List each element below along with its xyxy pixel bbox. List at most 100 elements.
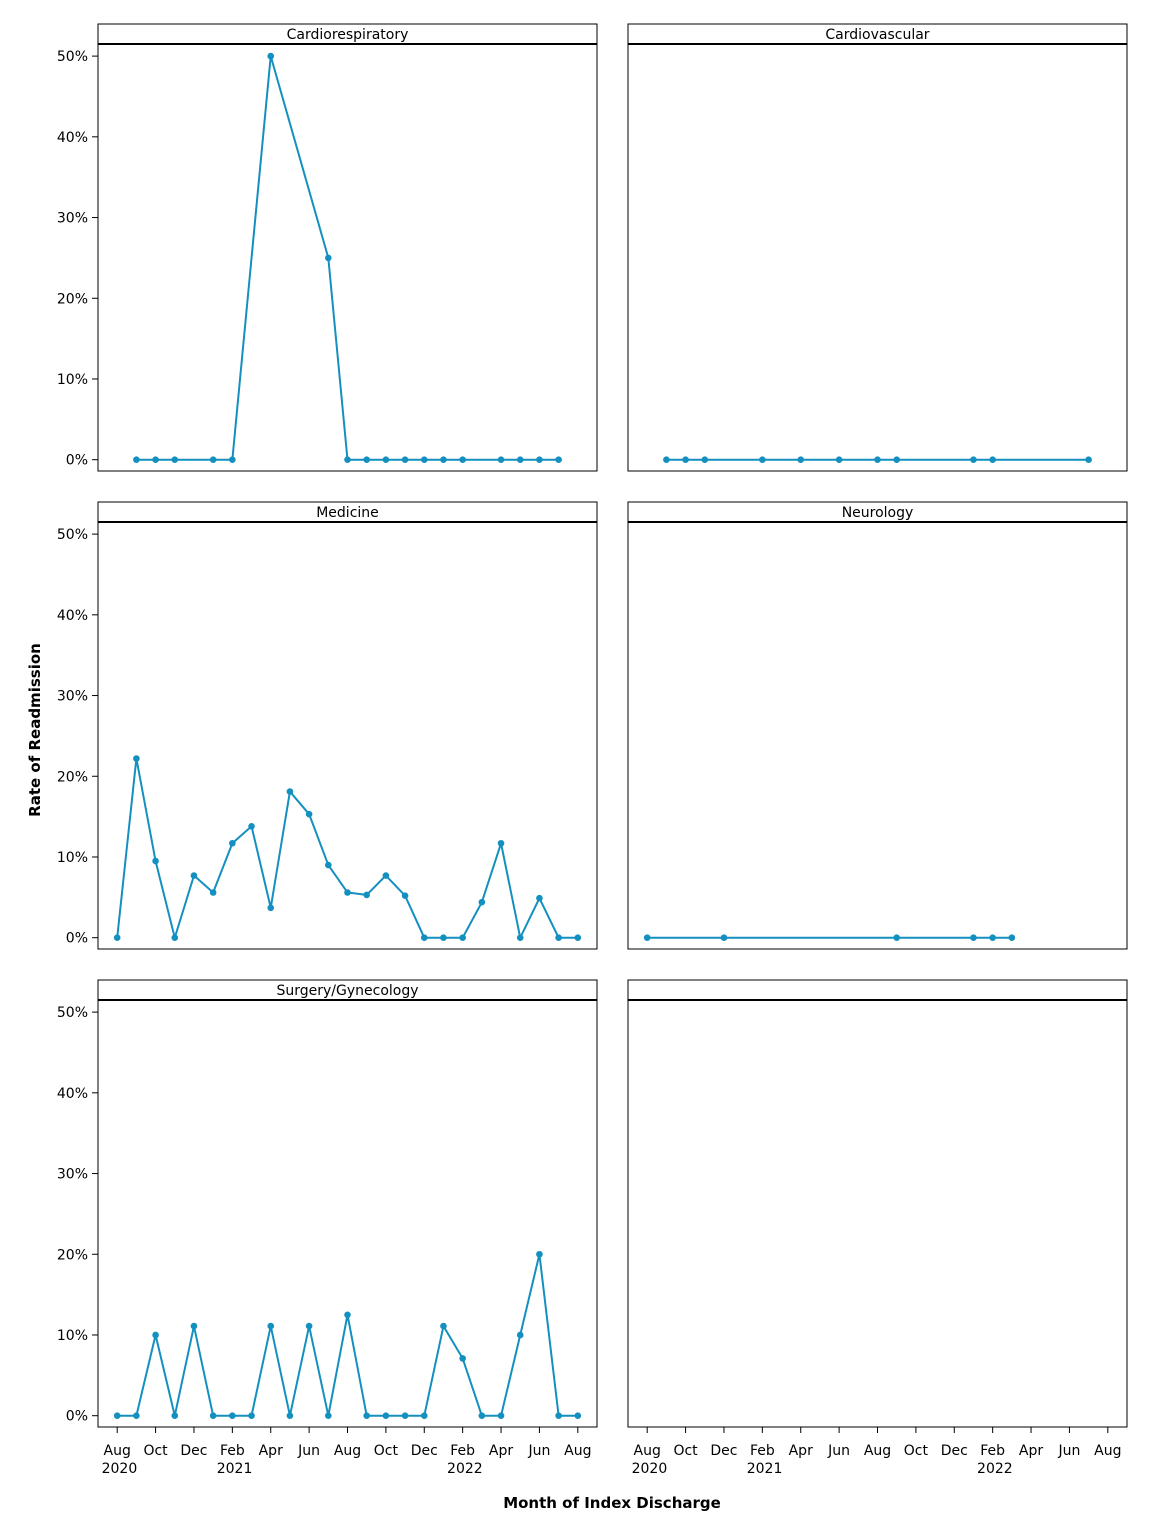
y-tick-label: 0%	[66, 931, 88, 947]
data-point	[682, 456, 689, 463]
data-point	[248, 823, 255, 830]
data-point	[344, 1311, 351, 1319]
data-point	[286, 788, 294, 795]
data-point	[497, 1412, 505, 1419]
panel-title: Surgery/Gynecology	[276, 983, 418, 999]
x-tick-label: Aug	[564, 1443, 591, 1459]
x-tick-label: Dec	[710, 1443, 737, 1459]
data-point	[363, 1412, 370, 1419]
data-point	[497, 839, 505, 847]
data-point	[420, 456, 428, 463]
y-tick-label: 30%	[57, 211, 88, 227]
y-axis-label: Rate of Readmission	[26, 643, 44, 817]
x-tick-label: Aug	[334, 1443, 361, 1459]
y-tick-label: 50%	[57, 1005, 88, 1021]
x-tick-label: Jun	[527, 1443, 550, 1459]
data-point	[382, 456, 390, 463]
data-point	[555, 1412, 562, 1419]
x-tick-label: Feb 2021	[742, 1443, 782, 1477]
data-point	[382, 1412, 390, 1419]
data-point	[133, 755, 140, 762]
data-point	[171, 934, 179, 941]
data-point	[267, 1322, 275, 1330]
data-point	[190, 872, 198, 879]
panel-frame	[97, 999, 598, 1428]
data-point	[113, 1412, 121, 1419]
x-tick-label: Jun	[1057, 1443, 1080, 1459]
x-tick-label: Apr	[1019, 1443, 1043, 1459]
data-point	[229, 839, 236, 847]
data-point	[152, 456, 159, 463]
x-tick-label: Aug	[864, 1443, 891, 1459]
x-tick-label: Aug	[1094, 1443, 1121, 1459]
data-point	[133, 456, 140, 463]
data-point	[516, 1331, 524, 1339]
panel-frame	[97, 521, 598, 950]
data-point	[970, 456, 977, 463]
data-point	[286, 1412, 294, 1419]
data-point	[344, 889, 351, 896]
x-tick-label: Apr	[789, 1443, 813, 1459]
panel-title: Medicine	[316, 505, 379, 521]
x-tick-label: Oct	[904, 1443, 929, 1459]
data-point	[401, 1412, 409, 1419]
data-point	[459, 1355, 466, 1362]
data-point	[536, 1250, 543, 1258]
y-tick-label: 0%	[66, 1409, 88, 1425]
data-point	[248, 1412, 255, 1419]
y-tick-label: 50%	[57, 527, 88, 543]
y-tick-label: 30%	[57, 1167, 88, 1183]
y-tick-label: 40%	[57, 130, 88, 146]
series-line	[116, 758, 578, 942]
panel-title: Neurology	[842, 505, 914, 521]
x-tick-label: Dec	[180, 1443, 207, 1459]
data-point	[133, 1412, 140, 1419]
data-point	[536, 894, 543, 902]
data-point	[209, 1412, 217, 1419]
data-point	[267, 52, 275, 60]
x-tick-label: Dec	[941, 1443, 968, 1459]
x-tick-label: Oct	[673, 1443, 698, 1459]
data-point	[874, 456, 881, 463]
data-point	[344, 456, 351, 463]
data-point	[759, 456, 766, 463]
data-point	[555, 456, 562, 463]
panel-frame	[627, 43, 1128, 472]
data-point	[152, 1331, 159, 1339]
x-axis-label: Month of Index Discharge	[503, 1494, 721, 1512]
x-tick-label: Feb 2021	[212, 1443, 252, 1477]
y-tick-label: 40%	[57, 1086, 88, 1102]
data-point	[229, 456, 236, 463]
data-point	[797, 456, 805, 463]
x-tick-label: Oct	[143, 1443, 168, 1459]
data-point	[574, 934, 582, 941]
data-point	[516, 456, 524, 463]
data-point	[989, 456, 996, 463]
data-point	[536, 456, 543, 463]
data-point	[190, 1322, 198, 1330]
data-point	[305, 1322, 313, 1330]
data-point	[305, 810, 313, 818]
data-point	[209, 889, 217, 896]
data-point	[440, 456, 447, 463]
data-point	[893, 934, 900, 941]
data-point	[459, 934, 466, 941]
data-point	[516, 934, 524, 941]
panel-frame	[627, 999, 1128, 1428]
strip	[627, 979, 1128, 1001]
data-point	[325, 1412, 332, 1419]
y-tick-label: 10%	[57, 850, 88, 866]
x-tick-label: Aug 2020	[627, 1443, 667, 1477]
data-point	[970, 934, 977, 941]
data-point	[363, 456, 370, 463]
data-point	[835, 456, 843, 463]
data-point	[1085, 456, 1092, 463]
y-tick-label: 50%	[57, 49, 88, 65]
data-point	[663, 456, 670, 463]
series-line	[136, 55, 559, 461]
data-point	[643, 934, 651, 941]
y-tick-label: 0%	[66, 453, 88, 469]
data-point	[440, 934, 447, 941]
data-point	[171, 456, 179, 463]
data-point	[989, 934, 996, 941]
